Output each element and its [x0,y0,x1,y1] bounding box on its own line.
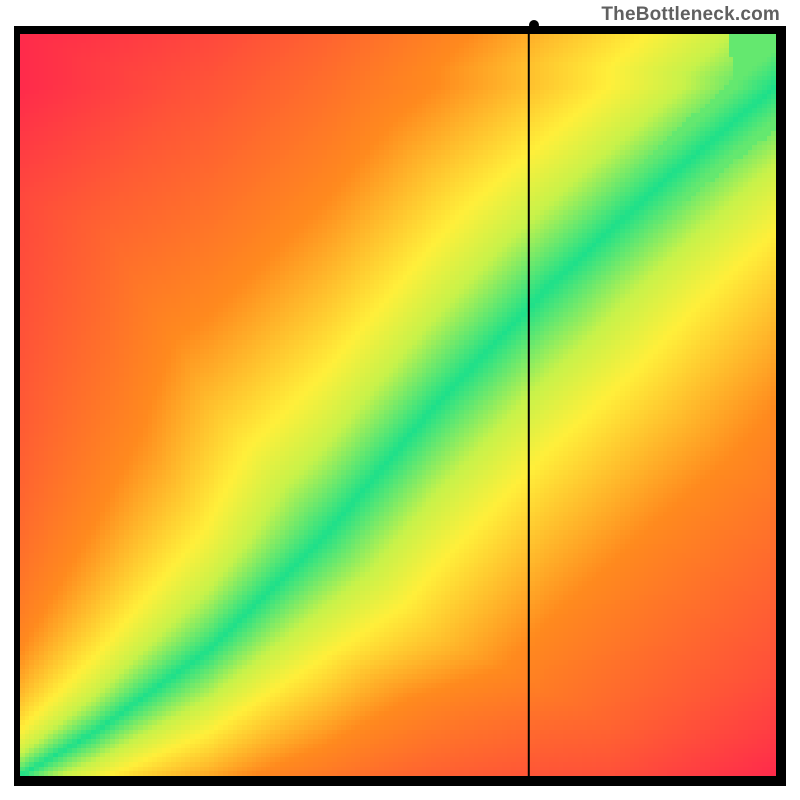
watermark-text: TheBottleneck.com [601,4,780,26]
selection-marker [529,20,539,30]
bottleneck-heatmap [14,26,786,786]
